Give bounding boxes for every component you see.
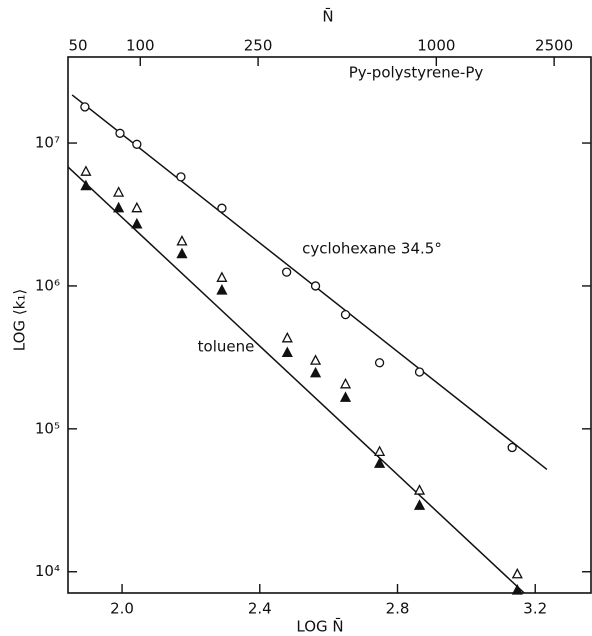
data-point	[131, 217, 143, 229]
y-axis-title: LOG ⟨k₁⟩	[11, 289, 29, 351]
data-point	[115, 128, 125, 138]
x2-tick-label: 50	[68, 37, 87, 55]
data-point	[176, 172, 186, 182]
fit-line	[67, 166, 525, 594]
data-point	[374, 358, 385, 368]
x2-tick-label: 1000	[417, 37, 455, 55]
annotation: cyclohexane 34.5°	[302, 240, 442, 258]
data-point	[413, 499, 426, 510]
data-point	[374, 445, 386, 457]
annotation: Py-polystyrene-Py	[349, 64, 484, 82]
data-point	[80, 179, 92, 191]
data-point	[113, 186, 125, 197]
x-tick-label: 2.4	[248, 600, 272, 618]
data-point	[413, 484, 426, 495]
data-point	[281, 331, 293, 343]
data-point	[281, 346, 293, 358]
data-point	[113, 201, 125, 213]
data-point	[414, 367, 425, 377]
data-point	[216, 284, 228, 295]
data-point	[374, 457, 386, 468]
data-point	[281, 267, 292, 277]
data-point	[507, 442, 517, 453]
plot-frame	[67, 56, 592, 594]
x-tick-label: 2.0	[110, 600, 134, 618]
data-point	[309, 366, 322, 378]
x2-tick-label: 100	[126, 37, 155, 55]
annotation: toluene	[198, 338, 255, 356]
x-tick-label: 2.8	[386, 600, 410, 618]
x2-tick-label: 250	[244, 37, 273, 55]
data-point	[309, 354, 322, 365]
data-point	[216, 271, 228, 282]
x-axis-title: LOG N̄	[296, 617, 343, 636]
top-axis-title: N̄	[322, 7, 333, 26]
data-point	[176, 247, 188, 259]
data-point	[80, 102, 90, 112]
data-point	[511, 567, 523, 579]
data-point	[176, 234, 188, 246]
data-point	[339, 391, 352, 402]
data-point	[217, 203, 227, 213]
data-point	[340, 309, 351, 320]
fit-line	[71, 94, 548, 471]
y-tick-label: 10⁶	[35, 276, 60, 294]
x2-tick-label: 2500	[535, 37, 573, 55]
data-point	[511, 584, 523, 595]
data-point	[131, 201, 143, 213]
data-point	[80, 165, 92, 176]
data-point	[339, 377, 352, 389]
data-point	[310, 281, 321, 291]
y-tick-label: 10⁵	[35, 419, 60, 437]
y-tick-label: 10⁷	[35, 134, 60, 152]
x-tick-label: 3.2	[523, 600, 547, 618]
y-tick-label: 10⁴	[35, 562, 60, 580]
data-point	[132, 139, 142, 149]
